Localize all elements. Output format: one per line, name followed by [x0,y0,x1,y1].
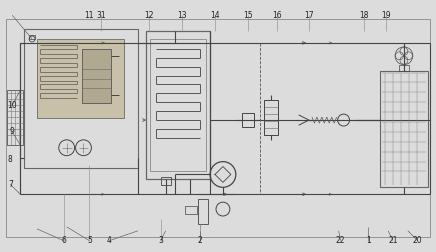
Text: 20: 20 [413,236,422,245]
Bar [7,19,429,237]
Text: 19: 19 [382,11,391,20]
Bar [82,49,111,103]
Bar [265,100,278,135]
Bar [29,35,35,39]
Text: 6: 6 [61,236,66,245]
Bar [24,29,138,168]
Text: 18: 18 [360,11,369,20]
Text: 17: 17 [304,11,314,20]
Text: 31: 31 [96,11,106,20]
Text: 9: 9 [10,128,15,136]
Bar [198,199,208,224]
Text: 4: 4 [107,236,112,245]
Text: 2: 2 [198,236,203,245]
Bar [242,113,254,127]
Bar [146,31,210,179]
Text: 3: 3 [158,236,163,245]
Bar [150,39,206,172]
Text: 13: 13 [177,11,187,20]
Text: 5: 5 [87,236,92,245]
Bar [37,39,124,118]
Text: 11: 11 [85,11,94,20]
Text: 21: 21 [388,236,398,245]
Text: 16: 16 [272,11,282,20]
Text: 15: 15 [243,11,252,20]
Bar [7,90,23,145]
Text: 8: 8 [8,155,13,164]
Bar [399,65,409,71]
Bar [185,206,197,214]
Bar [160,177,170,185]
Text: 22: 22 [336,236,345,245]
Text: 14: 14 [210,11,220,20]
Text: 10: 10 [7,101,17,110]
Text: 7: 7 [8,180,13,189]
Text: 1: 1 [366,236,371,245]
Bar [380,71,428,187]
Text: 12: 12 [144,11,153,20]
